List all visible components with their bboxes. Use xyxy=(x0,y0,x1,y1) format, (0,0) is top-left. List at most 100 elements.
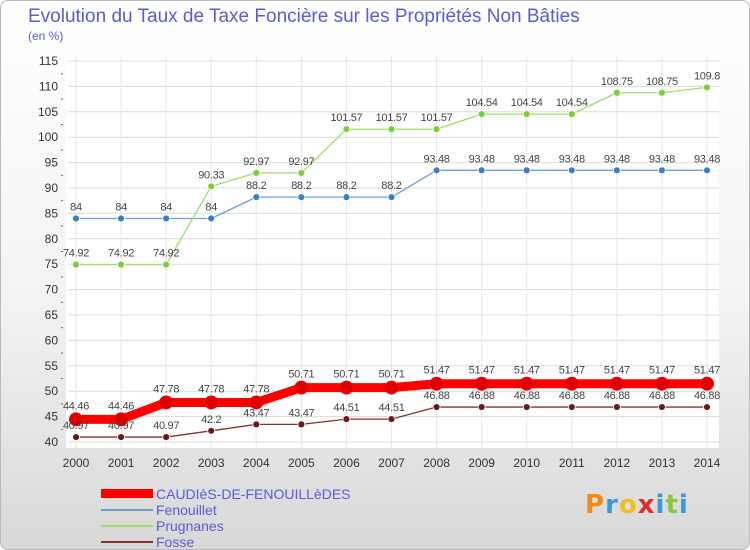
y-tick-label-115: 115 xyxy=(39,54,58,68)
y-tick-label-40: 40 xyxy=(45,435,59,449)
data-point xyxy=(474,376,489,391)
data-point xyxy=(522,110,531,119)
data-label: 88.2 xyxy=(291,180,311,192)
data-point xyxy=(252,193,261,202)
logo-letter: P xyxy=(585,490,606,520)
data-label: 44.46 xyxy=(63,400,89,412)
data-point xyxy=(654,376,669,391)
legend-swatch xyxy=(101,541,153,543)
data-point xyxy=(294,380,309,395)
logo-letter: r xyxy=(605,490,619,520)
y-tick-label-55: 55 xyxy=(45,359,59,373)
y-axis-unit-label: (en %) xyxy=(28,29,64,43)
data-point xyxy=(477,403,486,411)
data-point xyxy=(297,420,306,429)
data-point xyxy=(117,260,125,269)
data-label: 93.48 xyxy=(559,153,585,165)
data-label: 51.47 xyxy=(559,365,585,377)
data-point xyxy=(207,426,216,435)
data-label: 47.78 xyxy=(243,383,269,395)
data-point xyxy=(249,395,264,410)
data-point xyxy=(612,166,621,175)
chart-title: Evolution du Taux de Taxe Foncière sur l… xyxy=(28,6,580,27)
data-point xyxy=(658,166,666,175)
data-label: 74.92 xyxy=(63,248,89,260)
data-label: 74.92 xyxy=(153,248,179,260)
data-point xyxy=(72,260,80,269)
data-label: 92.97 xyxy=(288,156,314,168)
data-label: 93.48 xyxy=(469,153,495,165)
data-point xyxy=(658,88,666,97)
data-point xyxy=(429,376,444,391)
data-point xyxy=(703,166,711,175)
data-label: 50.71 xyxy=(288,369,314,381)
data-point xyxy=(612,403,621,411)
data-label: 42.2 xyxy=(201,414,221,426)
data-label: 74.92 xyxy=(108,248,134,260)
data-label: 47.78 xyxy=(153,383,179,395)
x-tick-label-2012: 2012 xyxy=(604,456,631,470)
data-point xyxy=(159,395,174,410)
y-tick-label-110: 110 xyxy=(39,79,58,93)
data-label: 44.51 xyxy=(378,402,404,414)
data-point xyxy=(252,169,261,177)
data-label: 46.88 xyxy=(424,390,450,402)
logo-letter: i xyxy=(678,490,689,520)
data-point xyxy=(162,260,171,269)
data-point xyxy=(519,376,534,391)
data-label: 101.57 xyxy=(330,112,362,124)
y-tick-label-90: 90 xyxy=(45,181,59,195)
data-point xyxy=(342,415,351,423)
data-label: 84 xyxy=(160,201,172,213)
data-point xyxy=(204,395,219,410)
y-tick-label-105: 105 xyxy=(38,105,58,119)
data-label: 101.57 xyxy=(376,112,408,124)
data-point xyxy=(117,214,125,223)
data-point xyxy=(432,125,441,134)
data-label: 104.54 xyxy=(511,97,543,109)
data-label: 84 xyxy=(70,201,82,213)
data-point xyxy=(252,420,261,429)
y-tick-label-80: 80 xyxy=(45,232,59,246)
data-label: 40.97 xyxy=(108,420,134,432)
data-label: 93.48 xyxy=(649,153,675,165)
data-label: 50.71 xyxy=(378,369,404,381)
y-tick-label-100: 100 xyxy=(38,130,58,144)
x-tick-label-2007: 2007 xyxy=(378,456,405,470)
data-label: 109.8 xyxy=(694,70,720,82)
y-tick-label-75: 75 xyxy=(45,257,59,271)
data-label: 44.51 xyxy=(333,402,359,414)
data-point xyxy=(207,214,216,223)
x-tick-label-2009: 2009 xyxy=(468,456,495,470)
data-label: 46.88 xyxy=(469,390,495,402)
data-point xyxy=(477,166,486,175)
data-point xyxy=(384,380,399,395)
data-label: 40.97 xyxy=(153,420,179,432)
x-tick-label-2005: 2005 xyxy=(288,456,315,470)
data-label: 51.47 xyxy=(694,365,720,377)
data-point xyxy=(564,376,579,391)
data-point xyxy=(567,110,576,119)
data-point xyxy=(342,125,351,134)
data-point xyxy=(567,403,576,411)
logo-letter: t xyxy=(665,490,679,520)
data-point xyxy=(387,193,396,202)
x-tick-label-2014: 2014 xyxy=(694,456,721,470)
data-point xyxy=(69,412,83,427)
legend-label: CAUDIèS-DE-FENOUILLèDES xyxy=(156,486,351,502)
data-point xyxy=(342,193,351,202)
data-label: 88.2 xyxy=(336,180,356,192)
data-label: 51.47 xyxy=(604,365,630,377)
y-tick-label-50: 50 xyxy=(45,384,59,398)
y-tick-label-70: 70 xyxy=(45,283,59,297)
data-point xyxy=(609,376,624,391)
data-label: 84 xyxy=(205,201,217,213)
data-label: 51.47 xyxy=(649,365,675,377)
data-point xyxy=(297,169,306,177)
x-tick-label-2011: 2011 xyxy=(559,456,585,470)
logo-letter: x xyxy=(637,490,656,520)
x-tick-label-2004: 2004 xyxy=(243,456,270,470)
data-point xyxy=(612,88,621,97)
data-label: 46.88 xyxy=(604,390,630,402)
